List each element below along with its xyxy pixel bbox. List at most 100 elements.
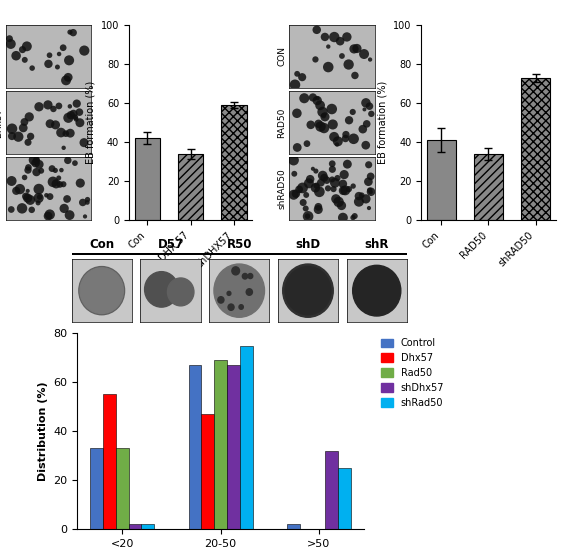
Point <box>62 195 72 203</box>
Point <box>34 102 44 111</box>
Point <box>338 213 347 222</box>
Point <box>319 111 328 120</box>
Circle shape <box>285 267 331 315</box>
Point <box>297 73 307 82</box>
Point <box>331 195 340 203</box>
Point <box>11 186 21 195</box>
Point <box>301 191 311 199</box>
Circle shape <box>79 267 124 315</box>
Point <box>352 44 362 53</box>
Point <box>328 159 337 168</box>
Circle shape <box>228 304 234 310</box>
Point <box>44 60 53 68</box>
Point <box>24 163 33 172</box>
Point <box>26 196 35 204</box>
Circle shape <box>80 268 123 314</box>
Point <box>324 42 333 51</box>
Bar <box>221 105 246 220</box>
Bar <box>474 154 503 220</box>
Point <box>301 204 310 213</box>
Point <box>70 159 80 168</box>
Point <box>45 210 54 219</box>
Point <box>66 111 76 120</box>
Circle shape <box>227 291 231 295</box>
Point <box>362 99 371 107</box>
Point <box>312 181 321 190</box>
Point <box>290 169 299 178</box>
Point <box>69 28 78 37</box>
Point <box>292 109 301 118</box>
Text: CON: CON <box>277 46 286 67</box>
Point <box>327 105 336 114</box>
Point <box>343 160 352 169</box>
Bar <box>338 468 351 529</box>
Point <box>65 102 74 111</box>
Point <box>308 164 317 173</box>
Circle shape <box>242 273 248 279</box>
Point <box>58 44 68 52</box>
Point <box>357 191 366 200</box>
Point <box>304 212 313 221</box>
Point <box>315 187 324 196</box>
Point <box>20 56 29 64</box>
Point <box>23 193 32 202</box>
Point <box>32 156 41 165</box>
Point <box>70 113 80 122</box>
Point <box>59 180 68 188</box>
Point <box>75 118 84 127</box>
Point <box>18 45 27 54</box>
Point <box>337 52 347 61</box>
Point <box>314 202 323 211</box>
Point <box>364 177 373 186</box>
Point <box>80 46 89 55</box>
Point <box>60 204 69 213</box>
Point <box>306 121 315 129</box>
Point <box>59 143 68 152</box>
Bar <box>116 449 129 529</box>
Point <box>366 55 375 64</box>
Point <box>78 198 87 207</box>
Point <box>318 171 327 180</box>
Point <box>15 185 25 193</box>
Point <box>319 123 328 132</box>
Point <box>364 160 373 169</box>
Point <box>316 101 325 110</box>
Bar <box>214 360 227 529</box>
Point <box>348 213 358 222</box>
Point <box>45 120 54 128</box>
Text: RAD50: RAD50 <box>277 107 286 138</box>
Point <box>51 166 60 175</box>
Bar <box>189 365 202 529</box>
Point <box>21 192 30 201</box>
Point <box>314 120 323 128</box>
Point <box>66 129 75 138</box>
Point <box>19 123 28 132</box>
Point <box>308 93 317 102</box>
Point <box>311 55 320 64</box>
Point <box>342 33 351 41</box>
Point <box>342 130 351 139</box>
Point <box>303 212 312 220</box>
Text: CON: CON <box>0 46 3 67</box>
Point <box>61 76 70 85</box>
Point <box>54 174 64 182</box>
Point <box>295 185 304 194</box>
Point <box>80 212 89 221</box>
Point <box>362 195 371 203</box>
Point <box>350 212 359 220</box>
Point <box>333 137 343 146</box>
Point <box>359 50 368 58</box>
Point <box>80 138 89 147</box>
Point <box>52 180 61 188</box>
Bar <box>135 138 160 220</box>
Point <box>311 166 320 175</box>
Text: shD: shD <box>296 237 320 251</box>
Point <box>291 80 300 89</box>
Point <box>298 183 307 192</box>
Point <box>289 156 298 165</box>
Text: shDHX57: shDHX57 <box>0 168 3 209</box>
Point <box>316 122 325 131</box>
Point <box>322 176 331 185</box>
Point <box>320 33 329 41</box>
Bar <box>178 154 203 220</box>
